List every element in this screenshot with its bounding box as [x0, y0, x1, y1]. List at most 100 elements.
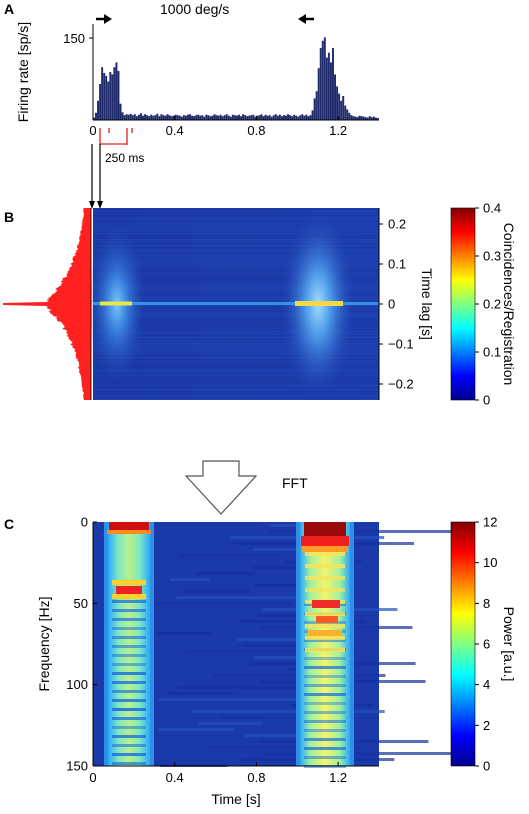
histogram-bar: [364, 117, 367, 120]
histogram-bar: [376, 118, 379, 120]
colorbar-tick-label: 0.4: [483, 201, 501, 216]
histogram-bar: [338, 93, 341, 120]
lag0-peak-2: [295, 301, 343, 306]
firing-rate-histogram: [93, 37, 379, 120]
histogram-bar: [274, 114, 277, 120]
histogram-bar: [262, 116, 265, 120]
histogram-bar: [97, 100, 100, 120]
histogram-bar: [154, 115, 157, 120]
histogram-bar: [191, 115, 193, 120]
panel-b-yticks: 0.2 0.1 0 −0.1 −0.2: [379, 217, 414, 392]
panel-a-ytick-label: 150: [63, 31, 85, 46]
histogram-bar: [180, 116, 183, 120]
histogram-bar: [205, 114, 208, 120]
lag0-peak-1: [100, 301, 132, 306]
histogram-bar: [137, 114, 140, 120]
colorbar-tick-label: 12: [483, 515, 497, 530]
histogram-bar: [209, 116, 212, 120]
histogram-bar: [184, 115, 187, 120]
fft-label: FFT: [282, 475, 308, 491]
histogram-bar: [221, 116, 224, 120]
xtick-label: 0: [89, 123, 96, 138]
ytick-label: −0.2: [388, 377, 414, 392]
colorbar-c-label: Power [a.u.]: [501, 607, 517, 682]
histogram-bar: [323, 37, 326, 120]
histogram-bar: [129, 113, 132, 120]
histogram-bar: [327, 52, 330, 120]
histogram-bar: [164, 115, 167, 120]
histogram-bar: [305, 114, 308, 120]
histogram-bar: [254, 116, 257, 120]
histogram-bar: [199, 115, 202, 120]
histogram-bar: [332, 48, 334, 120]
colorbar-tick-label: 8: [483, 596, 490, 611]
histogram-bar: [295, 115, 298, 120]
colorbar-tick-label: 0.3: [483, 249, 501, 264]
histogram-bar: [260, 114, 263, 120]
histogram-bar: [256, 115, 259, 120]
histogram-bar: [101, 67, 104, 120]
cross-correlation-heatmap: [87, 208, 379, 400]
histogram-bar: [282, 115, 285, 120]
histogram-bar: [166, 114, 169, 120]
xtick-label: 1.2: [329, 123, 347, 138]
hotspot-42hz: [116, 586, 142, 594]
histogram-bar: [125, 114, 128, 120]
fft-arrow: [184, 460, 258, 515]
ytick-label: 0: [81, 515, 88, 530]
panel-a-ylabel: Firing rate [sp/s]: [15, 22, 31, 122]
xtick-label: 0.4: [166, 123, 184, 138]
colorbar-c-ticks: 12 10 8 6 4 2 0: [475, 515, 497, 774]
histogram-bar: [227, 115, 230, 120]
histogram-bar: [342, 96, 345, 120]
histogram-bar: [99, 84, 102, 120]
histogram-bar: [156, 113, 159, 120]
histogram-bar: [280, 116, 283, 120]
histogram-bar: [144, 114, 147, 120]
histogram-bar: [105, 75, 108, 120]
histogram-bar: [201, 115, 204, 120]
histogram-bar: [139, 113, 142, 120]
speed-annotation: 1000 deg/s: [160, 1, 229, 17]
histogram-bar: [103, 72, 106, 120]
histogram-bar: [303, 115, 306, 120]
histogram-bar: [370, 117, 373, 120]
hotspot-lowfreq-2: [304, 522, 346, 536]
histogram-bar: [148, 116, 151, 120]
hotspot-50hz: [312, 600, 340, 608]
histogram-bar: [356, 117, 359, 120]
histogram-bar: [348, 112, 351, 120]
histogram-bar: [160, 114, 163, 120]
histogram-bar: [123, 115, 126, 120]
colorbar-tick-label: 10: [483, 555, 497, 570]
histogram-bar: [242, 114, 245, 120]
histogram-bar: [135, 116, 138, 120]
panel-a-label: A: [4, 1, 14, 17]
histogram-bar: [150, 114, 153, 120]
histogram-bar: [172, 115, 175, 120]
histogram-bar: [152, 115, 155, 120]
ytick-label: 0: [388, 297, 395, 312]
panel-c-xticks: 0 0.4 0.8 1.2: [89, 762, 347, 785]
panel-c-yticks: 0 50 100 150: [66, 515, 97, 774]
histogram-bar: [168, 115, 171, 120]
histogram-bar: [109, 72, 112, 120]
histogram-bar: [366, 117, 369, 120]
xtick-label: 0: [89, 770, 96, 785]
colorbar-b-ticks: 0.4 0.3 0.2 0.1 0: [475, 201, 501, 408]
histogram-bar: [162, 115, 165, 120]
histogram-bar: [301, 114, 304, 120]
histogram-bar: [362, 116, 365, 120]
histogram-bar: [93, 117, 95, 120]
hotspot-62hz: [316, 616, 338, 623]
panel-b-ylabel: Time lag [s]: [419, 268, 435, 340]
panel-a-xticks: 0 0.4 0.8 1.2: [89, 116, 347, 138]
histogram-bar: [374, 117, 377, 120]
histogram-bar: [158, 116, 161, 120]
colorbar-tick-label: 0: [483, 759, 490, 774]
ytick-label: 150: [66, 759, 88, 774]
histogram-bar: [321, 40, 324, 120]
histogram-bar: [189, 114, 191, 120]
panel-c-xlabel: Time [s]: [211, 791, 260, 807]
histogram-bar: [278, 114, 281, 120]
